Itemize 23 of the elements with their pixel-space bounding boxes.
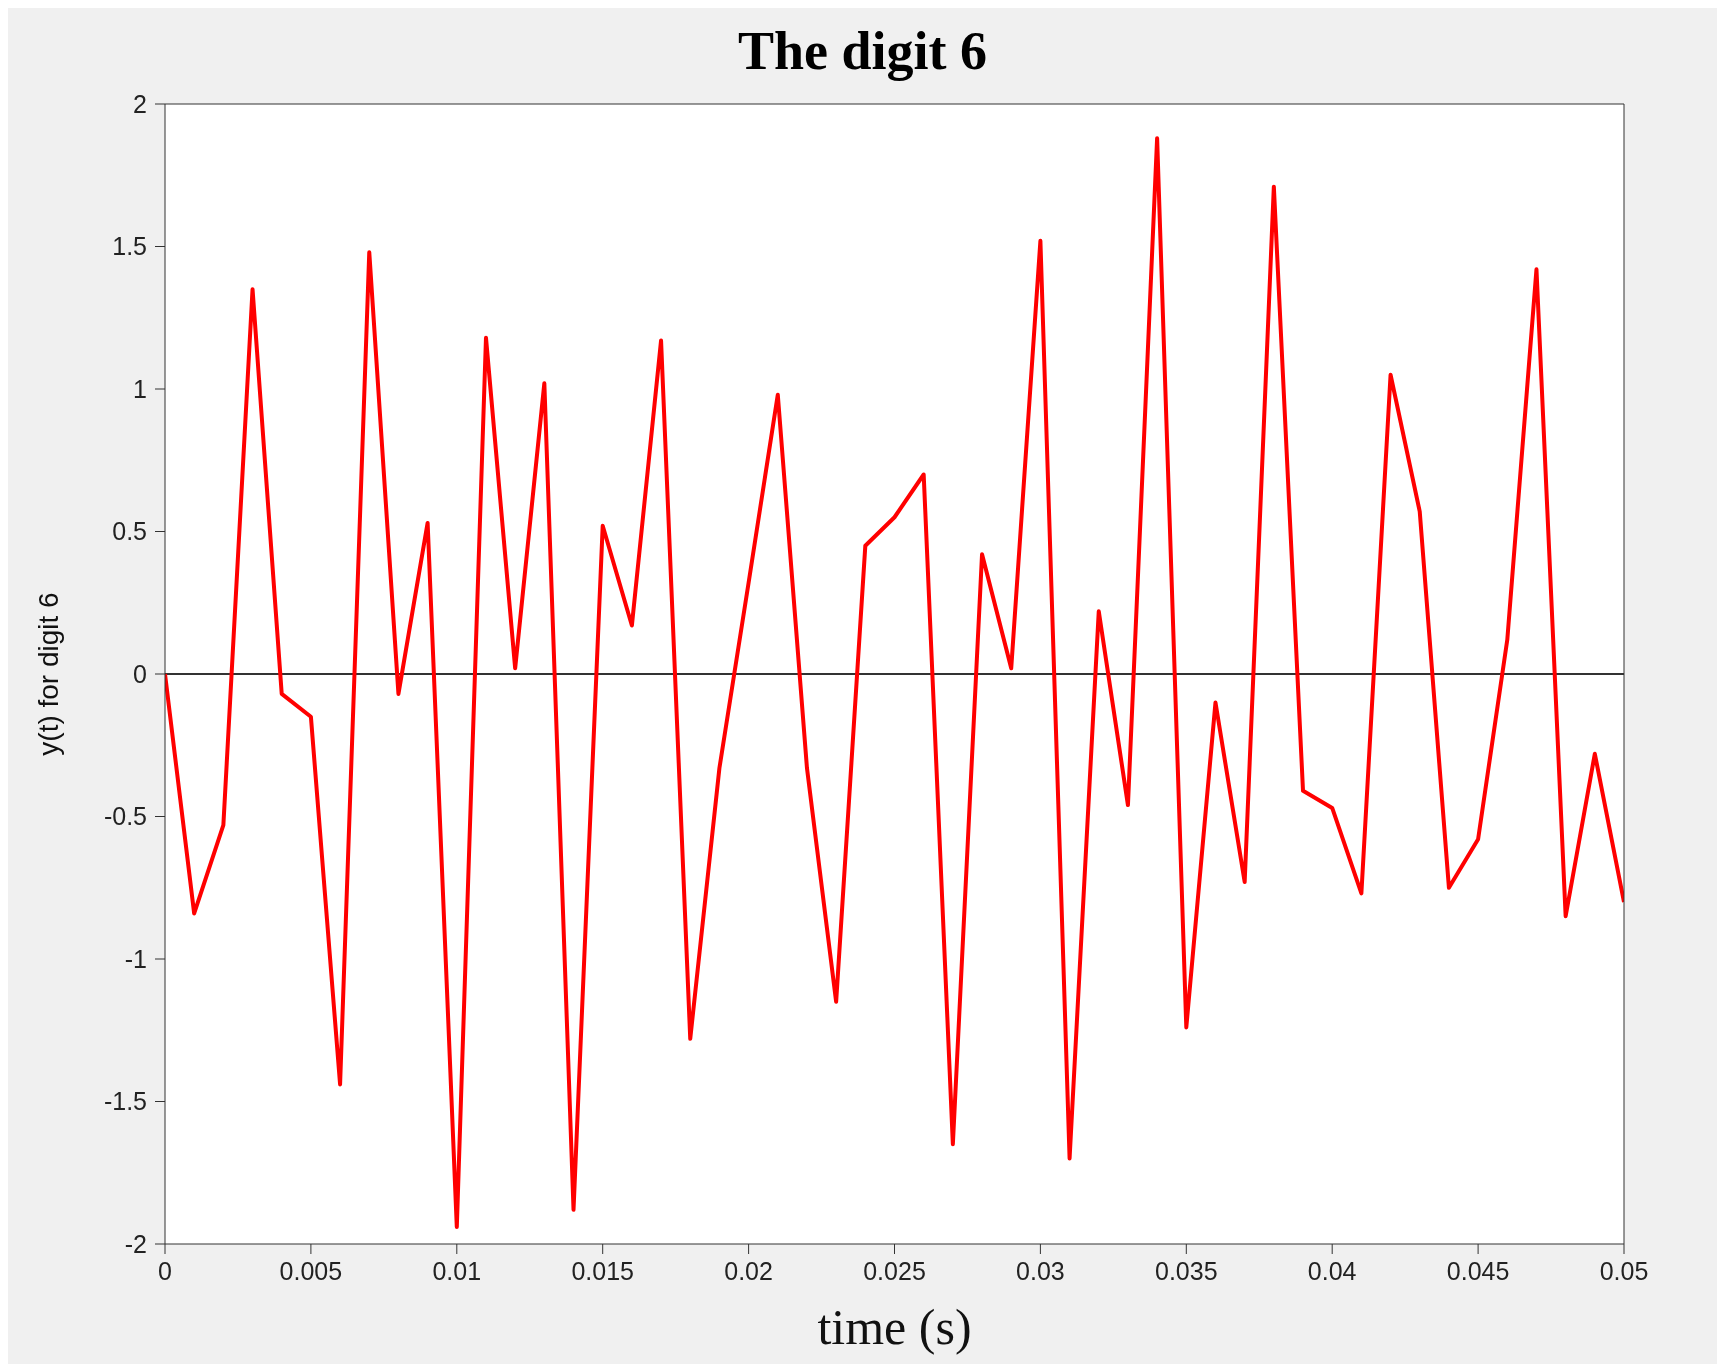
chart-title: The digit 6 [736, 20, 988, 82]
x-tick-label: 0 [158, 1256, 172, 1285]
x-axis-title: time (s) [817, 1299, 972, 1355]
x-tick-label: 0.005 [279, 1256, 343, 1285]
y-tick-label: -1.5 [103, 1087, 147, 1116]
y-tick-label: -1 [124, 944, 147, 973]
y-tick-label: 2 [133, 89, 147, 118]
x-tick-label: 0.04 [1307, 1256, 1357, 1285]
x-tick-label: 0.025 [863, 1256, 926, 1285]
y-tick-label: -2 [124, 1229, 147, 1258]
y-tick-label: -0.5 [103, 802, 147, 831]
y-tick-label: 1.5 [112, 232, 147, 261]
x-tick-label: 0.045 [1446, 1256, 1510, 1285]
x-tick-label: 0.015 [571, 1256, 634, 1285]
x-tick-label: 0.01 [432, 1256, 482, 1285]
y-axis-title: y(t) for digit 6 [32, 592, 64, 756]
x-tick-label: 0.03 [1016, 1256, 1065, 1285]
y-tick-label: 1 [133, 374, 147, 403]
y-tick-label: 0 [133, 659, 147, 688]
x-tick-label: 0.035 [1155, 1256, 1218, 1285]
y-tick-label: 0.5 [112, 517, 147, 546]
x-tick-label: 0.05 [1599, 1256, 1649, 1285]
x-tick-label: 0.02 [724, 1256, 773, 1285]
